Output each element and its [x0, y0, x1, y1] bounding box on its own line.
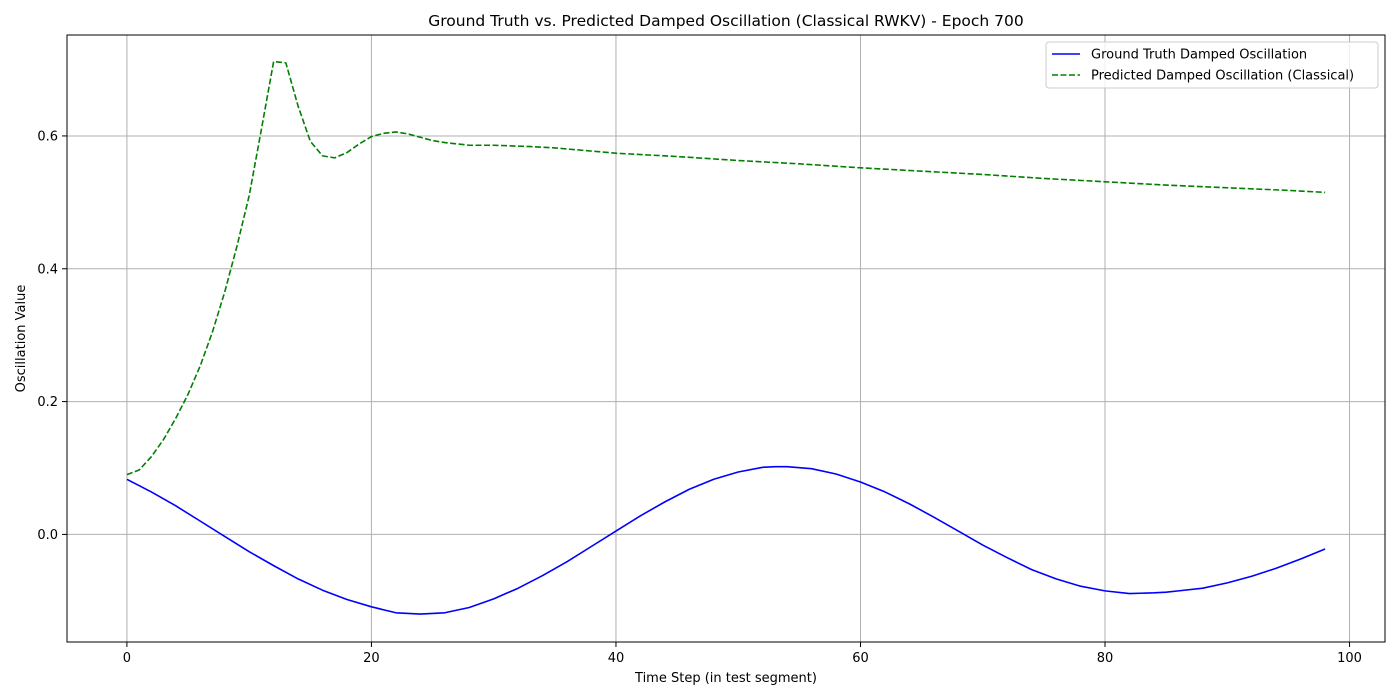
x-tick-label: 20 [363, 651, 380, 666]
x-tick-label: 0 [123, 651, 131, 666]
y-axis-label: Oscillation Value [14, 285, 29, 393]
y-tick-label: 0.0 [37, 528, 58, 543]
x-axis-label: Time Step (in test segment) [634, 671, 817, 686]
predicted-line [126, 60, 1326, 476]
y-tick-label: 0.2 [37, 395, 58, 410]
y-tick-label: 0.6 [37, 129, 58, 144]
legend-label-ground-truth: Ground Truth Damped Oscillation [1091, 48, 1307, 63]
x-tick-label: 100 [1337, 651, 1362, 666]
series-lines [126, 60, 1326, 615]
axis-ticks: 0 20 40 60 80 100 0.0 0.2 0.4 0.6 [37, 129, 1362, 666]
x-tick-label: 60 [852, 651, 869, 666]
legend: Ground Truth Damped Oscillation Predicte… [1045, 41, 1379, 89]
plot-frame [66, 34, 1386, 643]
x-tick-label: 80 [1097, 651, 1114, 666]
chart-title: Ground Truth vs. Predicted Damped Oscill… [428, 12, 1024, 30]
ground-truth-line [126, 465, 1326, 615]
x-tick-label: 40 [608, 651, 625, 666]
legend-box [1045, 41, 1379, 89]
legend-label-predicted: Predicted Damped Oscillation (Classical) [1091, 69, 1354, 84]
y-tick-label: 0.4 [37, 262, 58, 277]
grid [67, 35, 1385, 642]
